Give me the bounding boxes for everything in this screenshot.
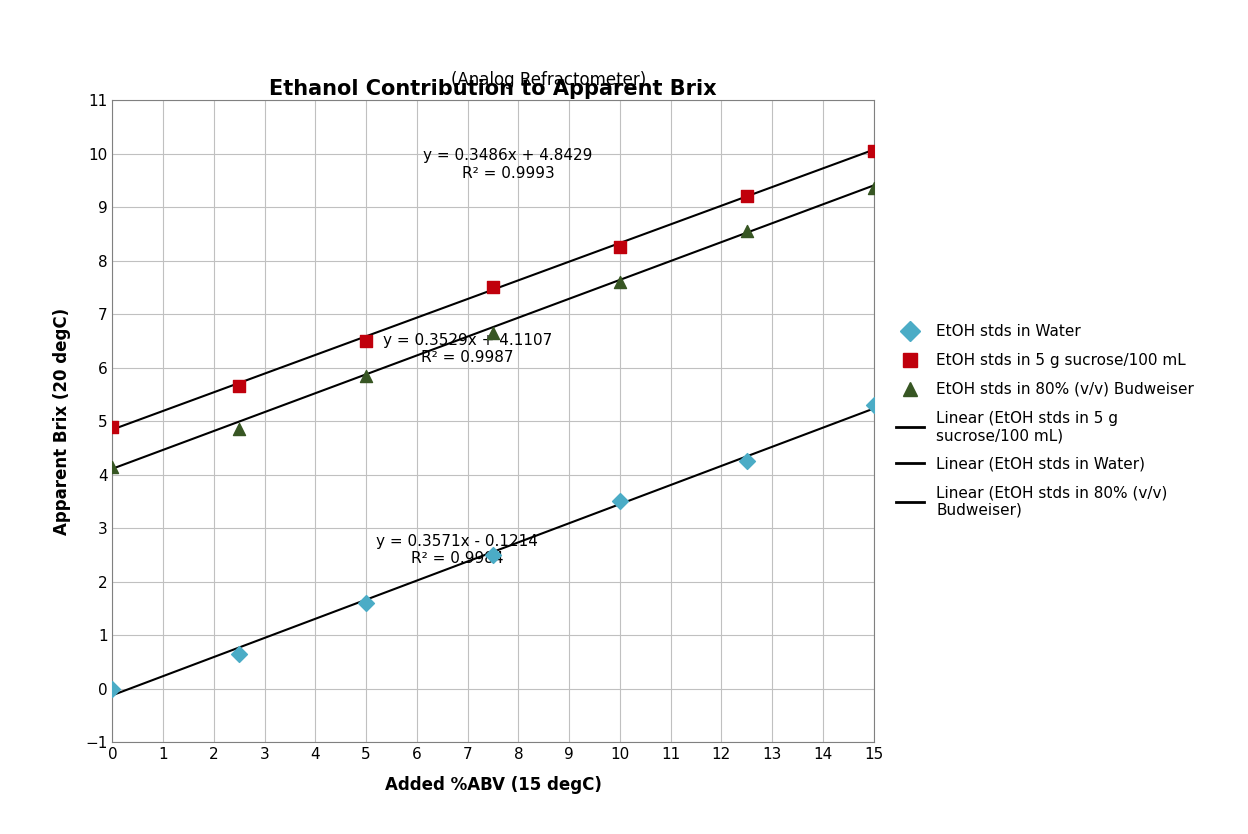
Point <box>230 647 250 661</box>
Point <box>864 144 884 158</box>
Y-axis label: Apparent Brix (20 degC): Apparent Brix (20 degC) <box>54 308 71 535</box>
Text: y = 0.3529x + 4.1107
R² = 0.9987: y = 0.3529x + 4.1107 R² = 0.9987 <box>383 333 552 365</box>
Point <box>356 596 376 610</box>
Point <box>102 420 122 433</box>
Point <box>610 240 630 254</box>
Point <box>483 281 503 294</box>
X-axis label: Added %ABV (15 degC): Added %ABV (15 degC) <box>384 776 602 794</box>
Legend: EtOH stds in Water, EtOH stds in 5 g sucrose/100 mL, EtOH stds in 80% (v/v) Budw: EtOH stds in Water, EtOH stds in 5 g suc… <box>896 324 1194 518</box>
Title: Ethanol Contribution to Apparent Brix: Ethanol Contribution to Apparent Brix <box>270 78 716 98</box>
Point <box>483 326 503 339</box>
Point <box>610 275 630 289</box>
Point <box>736 455 756 468</box>
Point <box>483 548 503 561</box>
Point <box>102 460 122 474</box>
Point <box>230 423 250 436</box>
Point <box>610 495 630 508</box>
Text: (Analog Refractometer): (Analog Refractometer) <box>452 71 646 89</box>
Point <box>736 224 756 238</box>
Point <box>864 182 884 195</box>
Point <box>230 379 250 393</box>
Point <box>102 682 122 696</box>
Text: y = 0.3486x + 4.8429
R² = 0.9993: y = 0.3486x + 4.8429 R² = 0.9993 <box>423 148 593 181</box>
Text: y = 0.3571x - 0.1214
R² = 0.9984: y = 0.3571x - 0.1214 R² = 0.9984 <box>377 534 538 566</box>
Point <box>736 190 756 203</box>
Point <box>356 334 376 348</box>
Point <box>864 399 884 412</box>
Point <box>356 369 376 382</box>
